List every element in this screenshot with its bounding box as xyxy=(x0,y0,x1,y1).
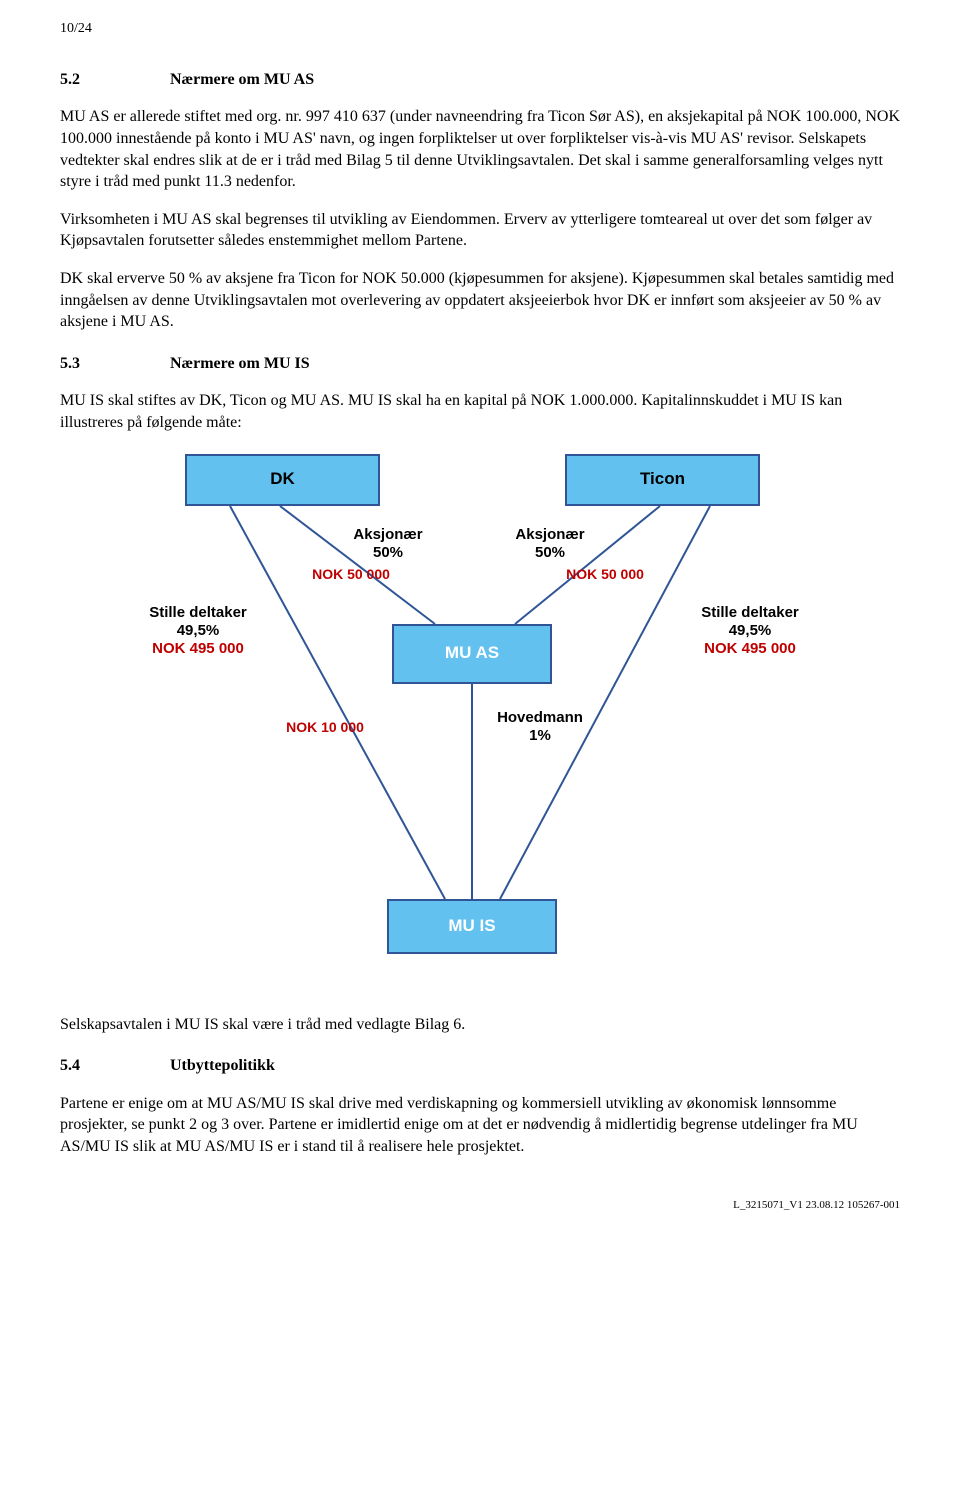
section-5-4-num: 5.4 xyxy=(60,1055,170,1077)
section-5-3-num: 5.3 xyxy=(60,353,170,375)
label-nok10: NOK 10 000 xyxy=(270,719,380,736)
label-aksjonaer-right: Aksjonær 50% xyxy=(500,526,600,562)
section-5-4-title: Utbyttepolitikk xyxy=(170,1055,275,1077)
section-5-3-p2: Selskapsavtalen i MU IS skal være i tråd… xyxy=(60,1014,900,1036)
ownership-diagram: DK Ticon MU AS MU IS Aksjonær 50% Aksjon… xyxy=(120,454,840,984)
section-5-3-p1: MU IS skal stiftes av DK, Ticon og MU AS… xyxy=(60,390,900,433)
node-mu-as: MU AS xyxy=(392,624,552,684)
node-dk: DK xyxy=(185,454,380,506)
section-5-3-heading: 5.3 Nærmere om MU IS xyxy=(60,353,900,375)
section-5-2-heading: 5.2 Nærmere om MU AS xyxy=(60,69,900,91)
label-hovedmann: Hovedmann 1% xyxy=(480,709,600,745)
label-stille-left: Stille deltaker 49,5% NOK 495 000 xyxy=(128,604,268,658)
page-number: 10/24 xyxy=(60,20,900,39)
section-5-4-heading: 5.4 Utbyttepolitikk xyxy=(60,1055,900,1077)
page-footer: L_3215071_V1 23.08.12 105267-001 xyxy=(60,1198,900,1213)
label-nok50-left: NOK 50 000 xyxy=(296,566,406,583)
node-ticon: Ticon xyxy=(565,454,760,506)
section-5-2-p1: MU AS er allerede stiftet med org. nr. 9… xyxy=(60,106,900,192)
label-nok50-right: NOK 50 000 xyxy=(550,566,660,583)
section-5-4-p1: Partene er enige om at MU AS/MU IS skal … xyxy=(60,1093,900,1158)
label-aksjonaer-left: Aksjonær 50% xyxy=(338,526,438,562)
section-5-2-p2: Virksomheten i MU AS skal begrenses til … xyxy=(60,209,900,252)
label-stille-right: Stille deltaker 49,5% NOK 495 000 xyxy=(680,604,820,658)
section-5-3-title: Nærmere om MU IS xyxy=(170,353,310,375)
node-mu-is: MU IS xyxy=(387,899,557,954)
section-5-2-title: Nærmere om MU AS xyxy=(170,69,314,91)
section-5-2-num: 5.2 xyxy=(60,69,170,91)
section-5-2-p3: DK skal erverve 50 % av aksjene fra Tico… xyxy=(60,268,900,333)
